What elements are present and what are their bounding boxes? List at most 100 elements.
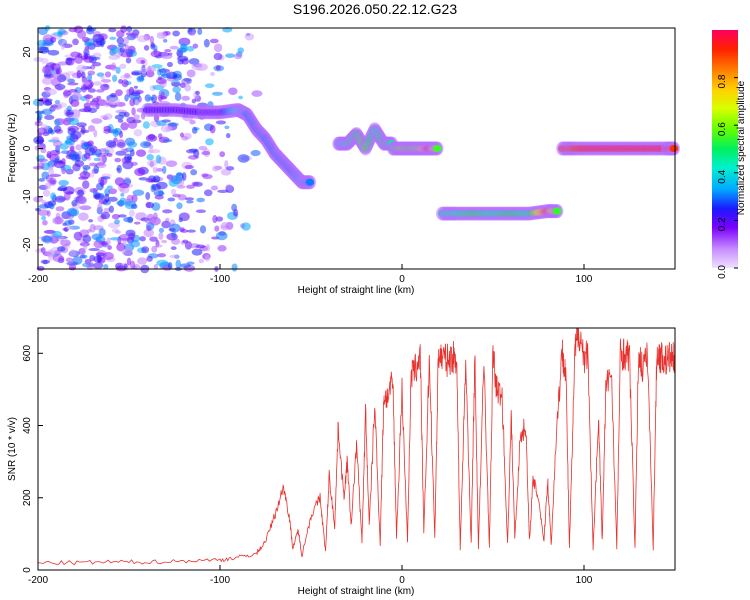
- noise-speck: [58, 118, 70, 124]
- noise-speck: [76, 122, 87, 128]
- noise-speck: [41, 77, 53, 85]
- noise-speck: [133, 129, 143, 137]
- noise-speck: [237, 154, 250, 163]
- noise-speck: [136, 35, 149, 43]
- noise-speck: [126, 156, 133, 161]
- noise-speck: [88, 219, 94, 223]
- noise-speck: [98, 148, 107, 152]
- noise-speck: [179, 82, 186, 88]
- noise-speck: [66, 111, 74, 116]
- noise-speck: [36, 265, 45, 272]
- noise-speck: [88, 247, 100, 252]
- snr-x-label: Height of straight line (km): [298, 586, 415, 597]
- noise-speck: [154, 244, 163, 248]
- noise-speck: [89, 187, 98, 193]
- y-tick-label: 0: [22, 567, 33, 573]
- noise-speck: [121, 79, 129, 88]
- noise-speck: [155, 181, 168, 190]
- noise-speck: [118, 183, 130, 189]
- noise-speck: [179, 263, 191, 268]
- noise-speck: [156, 259, 169, 267]
- noise-speck: [108, 205, 114, 213]
- noise-speck: [175, 259, 182, 269]
- noise-speck: [172, 193, 181, 198]
- noise-speck: [60, 42, 65, 51]
- noise-speck: [152, 166, 158, 174]
- noise-speck: [36, 158, 48, 163]
- noise-speck: [131, 107, 136, 116]
- noise-speck: [112, 128, 119, 138]
- noise-speck: [53, 160, 66, 169]
- noise-speck: [187, 155, 199, 160]
- noise-speck: [71, 200, 78, 207]
- y-tick-label: 10: [22, 94, 33, 106]
- noise-speck: [140, 59, 145, 64]
- noise-speck: [234, 53, 243, 60]
- noise-speck: [197, 28, 203, 36]
- noise-speck: [41, 42, 54, 47]
- noise-speck: [41, 215, 47, 221]
- noise-speck: [51, 136, 60, 142]
- noise-speck: [165, 126, 173, 132]
- noise-speck: [92, 62, 102, 67]
- noise-speck: [53, 125, 62, 133]
- noise-speck: [103, 113, 113, 120]
- snr-x-ticks: -200 -100 0 100: [28, 565, 593, 586]
- noise-speck: [79, 171, 91, 179]
- noise-speck: [139, 67, 148, 74]
- noise-speck: [183, 77, 192, 82]
- track-point: [433, 145, 442, 152]
- noise-speck: [73, 231, 83, 241]
- noise-speck: [78, 212, 89, 221]
- noise-speck: [116, 164, 122, 174]
- noise-speck: [83, 52, 88, 60]
- noise-speck: [130, 240, 141, 248]
- noise-speck: [202, 173, 213, 180]
- noise-speck: [127, 216, 134, 224]
- noise-speck: [120, 25, 128, 33]
- spectrogram-marks: [32, 25, 681, 274]
- noise-speck: [136, 75, 145, 83]
- noise-speck: [225, 132, 231, 139]
- noise-speck: [129, 149, 135, 157]
- noise-speck: [48, 165, 54, 171]
- noise-speck: [111, 228, 120, 233]
- noise-speck: [186, 229, 196, 233]
- noise-speck: [121, 248, 133, 256]
- noise-speck: [170, 246, 177, 251]
- noise-speck: [139, 236, 146, 242]
- noise-speck: [95, 252, 105, 257]
- noise-speck: [103, 84, 109, 88]
- noise-speck: [145, 192, 151, 200]
- noise-speck: [87, 70, 96, 76]
- noise-speck: [88, 107, 97, 114]
- noise-speck: [233, 209, 239, 217]
- noise-speck: [67, 117, 79, 126]
- noise-speck: [210, 72, 215, 76]
- noise-speck: [250, 149, 261, 157]
- noise-speck: [144, 219, 157, 224]
- spectrogram-y-ticks: 20 10 0 -10 -20: [22, 46, 43, 252]
- noise-speck: [88, 162, 98, 167]
- snr-line: [37, 328, 676, 566]
- noise-speck: [140, 141, 152, 149]
- noise-speck: [204, 254, 210, 262]
- noise-speck: [82, 180, 90, 189]
- noise-speck: [119, 130, 124, 139]
- noise-speck: [171, 82, 181, 87]
- noise-speck: [109, 36, 117, 41]
- noise-speck: [79, 205, 92, 211]
- noise-speck: [61, 166, 66, 175]
- noise-speck: [116, 200, 127, 206]
- noise-speck: [125, 57, 132, 64]
- noise-speck: [134, 167, 146, 177]
- noise-speck: [155, 154, 162, 164]
- colorbar-tick-label: 0.6: [717, 122, 728, 136]
- noise-speck: [36, 127, 48, 135]
- spectrogram-x-ticks: -200 -100 0 100: [28, 264, 593, 285]
- noise-speck: [72, 256, 83, 265]
- noise-speck: [42, 220, 48, 226]
- noise-speck: [156, 31, 167, 37]
- noise-speck: [87, 140, 94, 147]
- noise-speck: [61, 150, 70, 155]
